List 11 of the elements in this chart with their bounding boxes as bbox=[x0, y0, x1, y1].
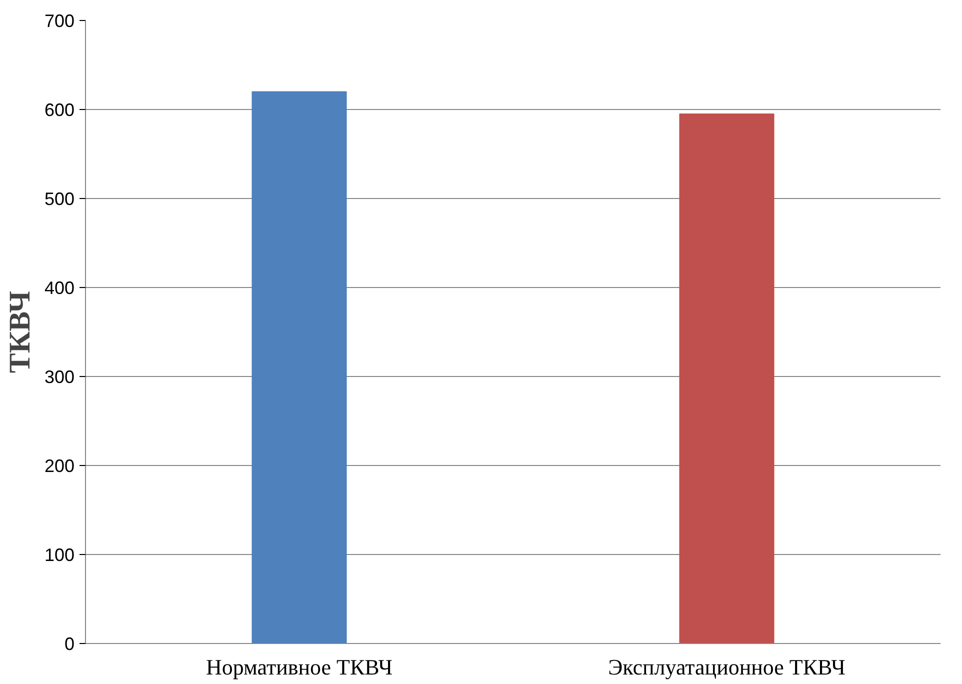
y-tick-label: 0 bbox=[64, 634, 75, 654]
y-tick-label: 300 bbox=[44, 367, 75, 387]
y-tick-label: 100 bbox=[44, 545, 75, 565]
y-tick-label: 700 bbox=[44, 11, 75, 31]
y-tick-label: 400 bbox=[44, 278, 75, 298]
y-tick-label: 200 bbox=[44, 456, 75, 476]
y-tick-label: 500 bbox=[44, 189, 75, 209]
y-axis-title: ТКВЧ bbox=[3, 290, 36, 374]
x-tick-label: Эксплуатационное ТКВЧ bbox=[608, 654, 846, 680]
y-tick-label: 600 bbox=[44, 100, 75, 120]
x-tick-label: Нормативное ТКВЧ bbox=[206, 654, 393, 680]
